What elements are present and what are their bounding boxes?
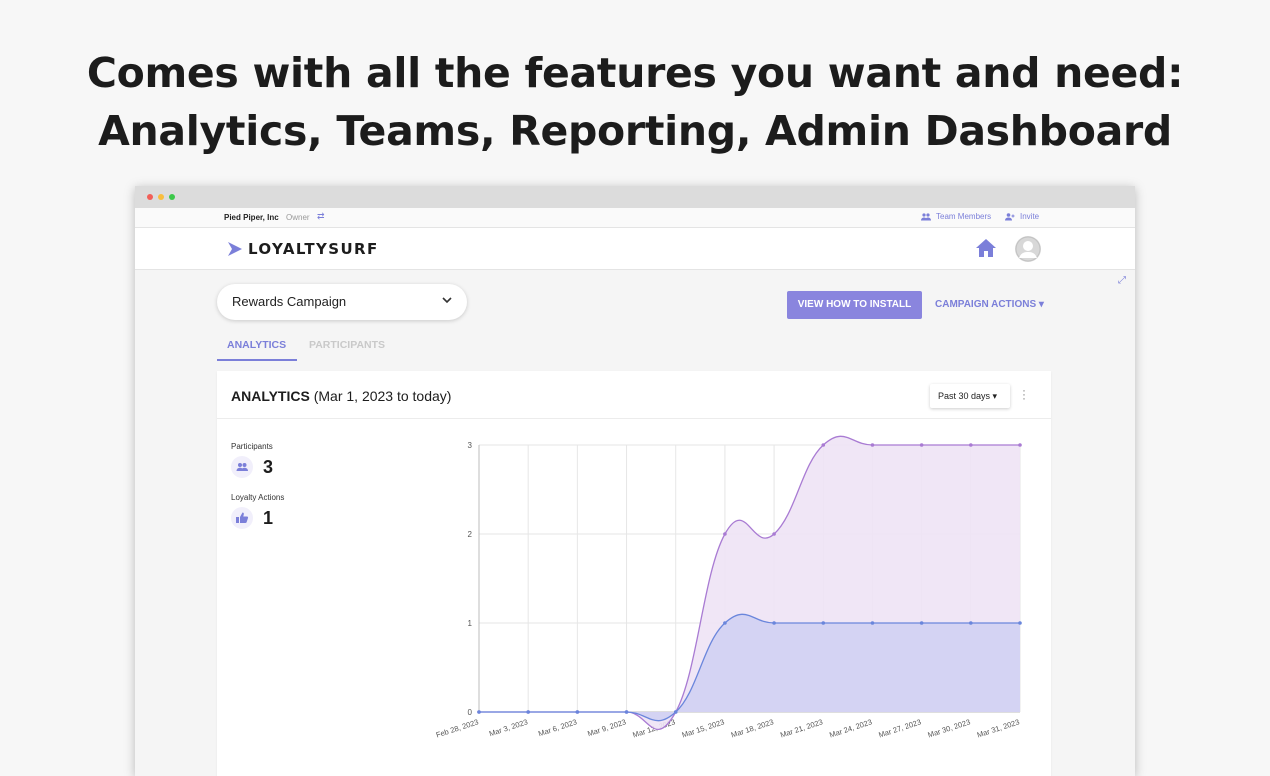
team-members-label: Team Members	[936, 212, 992, 221]
thumbs-up-icon	[231, 507, 253, 529]
date-range-value: Past 30 days	[938, 391, 991, 401]
tab-analytics[interactable]: ANALYTICS	[227, 339, 287, 351]
x-tick-label: Mar 31, 2023	[976, 717, 1021, 739]
user-avatar-icon	[1015, 236, 1041, 262]
participants-point	[723, 532, 727, 536]
caret-down-icon: ▾	[1036, 299, 1044, 310]
date-range-select[interactable]: Past 30 days ▾	[930, 384, 1010, 408]
more-options-icon[interactable]: · · ·	[1022, 383, 1026, 405]
invite-label: Invite	[1020, 212, 1040, 221]
logo[interactable]: LOYALTYSURF	[227, 240, 379, 258]
headline-line-2: Analytics, Teams, Reporting, Admin Dashb…	[98, 107, 1172, 155]
headline-line-1: Comes with all the features you want and…	[86, 49, 1184, 97]
app-window: Pied Piper, Inc Owner ⇄ Team Members Inv…	[135, 186, 1135, 776]
loyalty-actions-point	[821, 621, 826, 625]
y-tick-label: 3	[468, 441, 473, 450]
x-tick-label: Feb 28, 2023	[435, 717, 480, 739]
analytics-card-header: ANALYTICS (Mar 1, 2023 to today) Past 30…	[217, 371, 1051, 419]
loyalty-actions-point	[772, 621, 776, 625]
participants-point	[772, 532, 776, 536]
x-tick-label: Mar 3, 2023	[488, 717, 529, 738]
org-name[interactable]: Pied Piper, Inc	[224, 213, 279, 222]
account-bar: Pied Piper, Inc Owner ⇄ Team Members Inv…	[135, 208, 1135, 228]
loyalty-actions-point	[919, 621, 924, 625]
participants-label: Participants	[231, 442, 273, 451]
participants-point	[821, 443, 826, 447]
team-members-link[interactable]: Team Members	[921, 212, 991, 221]
loyalty-actions-point	[575, 710, 580, 714]
y-tick-label: 1	[468, 619, 473, 628]
participants-value: 3	[263, 457, 274, 477]
analytics-chart: 0 1 2 3 Feb 28, 2023 Mar 3, 2023 Mar 6, 2023 Ma…	[435, 435, 1022, 740]
main-navbar: LOYALTYSURF	[135, 228, 1135, 270]
user-role: Owner	[286, 213, 310, 222]
x-tick-label: Mar 6, 2023	[537, 717, 578, 738]
caret-down-icon: ▾	[990, 391, 998, 401]
campaign-select-value: Rewards Campaign	[232, 294, 347, 309]
tab-participants[interactable]: PARTICIPANTS	[309, 339, 386, 351]
expand-icon[interactable]: ⤢	[1118, 275, 1126, 286]
analytics-heading: ANALYTICS	[231, 388, 310, 404]
logo-text: LOYALTYSURF	[248, 240, 379, 258]
analytics-title: ANALYTICS (Mar 1, 2023 to today)	[231, 388, 451, 404]
loyalty-actions-area	[479, 614, 1020, 721]
x-tick-label: Mar 21, 2023	[779, 717, 824, 739]
loyalty-actions-point	[723, 621, 727, 625]
participants-point	[1018, 443, 1022, 447]
loyalty-actions-point	[477, 710, 481, 714]
campaign-select[interactable]: Rewards Campaign	[217, 284, 467, 320]
campaign-actions-dropdown[interactable]: CAMPAIGN ACTIONS ▾	[935, 299, 1044, 310]
chevron-down-icon	[442, 297, 452, 304]
participants-point	[919, 443, 924, 447]
loyalty-actions-point	[526, 710, 530, 714]
x-tick-label: Mar 18, 2023	[730, 717, 775, 739]
active-tab-indicator	[217, 359, 297, 361]
analytics-period: (Mar 1, 2023 to today)	[313, 388, 452, 404]
team-icon	[921, 212, 931, 220]
minimize-dot[interactable]	[158, 194, 164, 200]
switch-org-icon[interactable]: ⇄	[317, 211, 325, 221]
y-tick-label: 0	[468, 708, 473, 717]
page-headline: Comes with all the features you want and…	[0, 44, 1270, 160]
loyalty-actions-label: Loyalty Actions	[231, 493, 285, 502]
loyalty-actions-point	[969, 621, 973, 625]
add-user-icon	[1005, 212, 1015, 220]
loyalty-actions-point	[624, 710, 629, 714]
loyalty-actions-value: 1	[263, 508, 274, 528]
loyalty-actions-point	[870, 621, 875, 625]
users-icon	[231, 456, 253, 478]
window-titlebar	[135, 186, 1135, 208]
loyalty-actions-point	[1018, 621, 1022, 625]
analytics-card: ANALYTICS (Mar 1, 2023 to today) Past 30…	[217, 371, 1051, 776]
logo-arrow-icon	[228, 242, 242, 256]
close-dot[interactable]	[147, 194, 153, 200]
participants-point	[969, 443, 973, 447]
y-tick-label: 2	[468, 530, 473, 539]
loyalty-actions-point	[673, 710, 678, 714]
x-tick-label: Mar 9, 2023	[586, 717, 627, 738]
x-tick-label: Mar 24, 2023	[828, 717, 873, 739]
view-how-to-install-button[interactable]: VIEW HOW TO INSTALL	[787, 291, 922, 319]
x-tick-label: Mar 15, 2023	[681, 717, 726, 739]
avatar[interactable]	[1015, 236, 1041, 262]
maximize-dot[interactable]	[169, 194, 175, 200]
campaign-actions-label: CAMPAIGN ACTIONS	[935, 299, 1037, 310]
home-icon[interactable]	[975, 238, 997, 263]
invite-link[interactable]: Invite	[1005, 212, 1039, 221]
x-tick-label: Mar 30, 2023	[927, 717, 972, 739]
participants-point	[870, 443, 875, 447]
x-tick-label: Mar 27, 2023	[877, 717, 922, 739]
